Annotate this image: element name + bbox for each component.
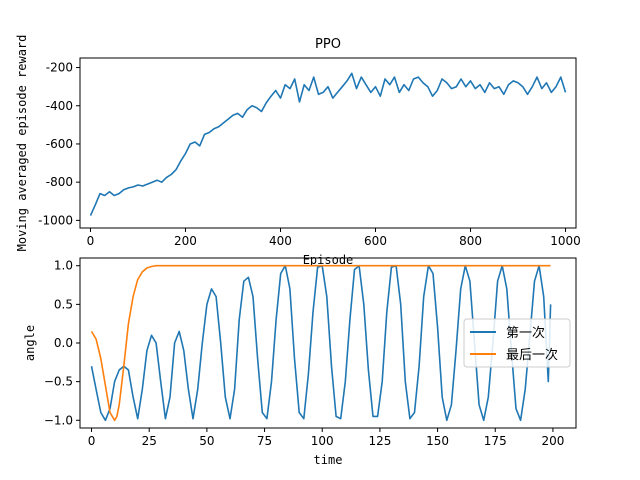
angle-y-tick-label: 0.0 — [54, 336, 73, 350]
angle-x-axis-label: time — [314, 453, 343, 467]
legend-label-last: 最后一次 — [506, 347, 558, 363]
reward-x-axis-label: Episode — [303, 253, 354, 267]
legend: 第一次 最后一次 — [463, 318, 571, 368]
reward-x-tick-label: 800 — [459, 234, 482, 248]
angle-y-tick-label: 1.0 — [54, 259, 73, 273]
reward-y-tick-label: -200 — [46, 61, 73, 75]
reward-x-tick-label: 400 — [269, 234, 292, 248]
angle-x-tick-label: 0 — [88, 434, 96, 448]
legend-label-first: 第一次 — [506, 325, 545, 341]
reward-series — [89, 72, 567, 216]
reward-y-tick-label: -800 — [46, 175, 73, 189]
reward-chart: PPO 0 200 400 600 800 1000 -1000 -800 -600 -400 -2… — [15, 35, 581, 267]
angle-x-tick-label: 50 — [199, 434, 214, 448]
angle-x-tick-label: 150 — [426, 434, 449, 448]
reward-axes-ticks: 0 200 400 600 800 1000 -1000 -800 -600 -400 -200 — [38, 61, 581, 248]
angle-y-tick-label: −1.0 — [44, 413, 73, 427]
reward-x-tick-label: 1000 — [550, 234, 581, 248]
reward-series-line-0 — [89, 72, 567, 216]
reward-y-tick-label: -1000 — [38, 213, 73, 227]
chart-title: PPO — [315, 37, 341, 52]
angle-x-tick-label: 100 — [311, 434, 334, 448]
angle-axes-ticks: 0 25 50 75 100 125 150 175 200 −1.0 −0.5 0.0 0.5 1.0 — [44, 259, 565, 448]
angle-y-axis-label: angle — [23, 325, 37, 361]
reward-x-tick-label: 600 — [364, 234, 387, 248]
reward-y-axis-label: Moving averaged episode reward — [15, 35, 29, 252]
reward-x-tick-label: 0 — [87, 234, 95, 248]
angle-x-tick-label: 175 — [484, 434, 507, 448]
angle-x-tick-label: 75 — [257, 434, 272, 448]
angle-series-line-1 — [90, 264, 551, 422]
reward-y-tick-label: -400 — [46, 99, 73, 113]
angle-x-tick-label: 125 — [368, 434, 391, 448]
reward-y-tick-label: -600 — [46, 137, 73, 151]
angle-x-tick-label: 25 — [142, 434, 157, 448]
angle-x-tick-label: 200 — [541, 434, 564, 448]
angle-axes-frame — [79, 257, 577, 429]
reward-axes-frame — [79, 57, 577, 229]
angle-chart: 0 25 50 75 100 125 150 175 200−1.0−0.50.00.51.0 … — [23, 257, 577, 467]
angle-y-tick-label: −0.5 — [44, 375, 73, 389]
reward-x-tick-label: 200 — [174, 234, 197, 248]
angle-y-tick-label: 0.5 — [54, 297, 73, 311]
